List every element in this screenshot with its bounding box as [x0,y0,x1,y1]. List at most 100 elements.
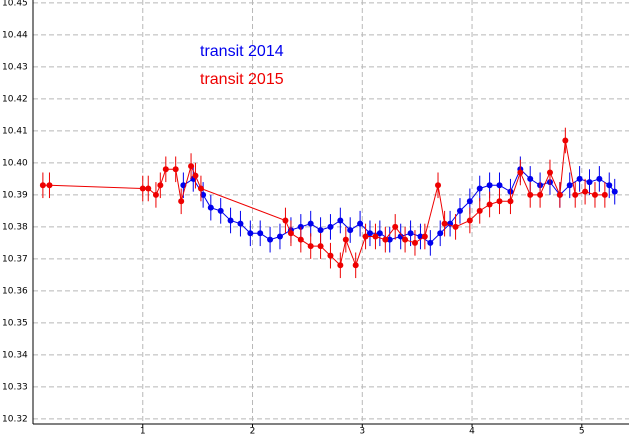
data-point [337,262,344,269]
data-point [537,191,544,198]
y-tick-label: 10.35 [2,318,28,328]
data-point [282,217,289,224]
data-point [237,220,244,227]
data-point [145,185,152,192]
x-tick-label: 5 [579,427,585,437]
data-point [527,175,534,182]
y-tick-label: 10.43 [2,62,28,72]
data-point [582,188,589,195]
data-point [476,207,483,214]
data-point [572,191,579,198]
y-tick-label: 10.34 [2,350,28,360]
data-point [556,191,563,198]
x-tick-label: 1 [140,427,146,437]
grid [33,0,629,424]
y-tick-label: 10.39 [2,190,28,200]
data-point [327,223,334,230]
y-tick-label: 10.42 [2,94,28,104]
data-point [606,182,613,189]
data-point [586,179,593,186]
data-point [200,191,207,198]
data-point [386,236,393,243]
data-point [591,191,598,198]
y-tick-label: 10.37 [2,254,28,264]
data-point [466,198,473,205]
data-point [382,236,389,243]
data-point [435,182,442,189]
data-point [376,230,383,237]
data-point [452,223,459,230]
data-point [366,230,373,237]
data-point [496,182,503,189]
data-point [407,230,414,237]
legend-entry: transit 2015 [200,71,284,88]
data-point [207,204,214,211]
data-point [562,137,569,144]
data-point [46,182,53,189]
data-point [611,188,618,195]
data-point [496,198,503,205]
data-point [188,163,195,170]
data-point [546,169,553,176]
data-point [566,182,573,189]
data-point [342,236,349,243]
data-point [357,220,364,227]
data-point [297,236,304,243]
data-point [178,198,185,205]
data-point [267,236,274,243]
y-tick-label: 10.36 [2,286,28,296]
data-point [402,236,409,243]
y-tick-label: 10.38 [2,222,28,232]
data-point [352,262,359,269]
data-point [172,166,179,173]
x-tick-label: 3 [359,427,365,437]
data-point [596,175,603,182]
data-point [257,230,264,237]
data-point [307,220,314,227]
data-point [466,217,473,224]
data-point [411,239,418,246]
data-point [437,230,444,237]
data-point [421,233,428,240]
series-line [42,140,605,267]
x-tick-label: 4 [469,427,475,437]
data-point [247,230,254,237]
data-point [456,207,463,214]
data-point [507,198,514,205]
data-point [337,217,344,224]
data-point [287,230,294,237]
data-point [197,185,204,192]
data-point [276,233,283,240]
data-point [317,243,324,250]
data-point [392,223,399,230]
data-point [576,175,583,182]
plot-area [39,127,618,279]
data-point [162,166,169,173]
y-tick-label: 10.45 [2,0,28,8]
y-tick-label: 10.32 [2,414,28,424]
data-point [372,233,379,240]
legend-entry: transit 2014 [200,43,284,60]
data-point [486,201,493,208]
x-tick-label: 2 [250,427,256,437]
data-point [39,182,46,189]
y-tick-label: 10.41 [2,126,28,136]
data-point [486,182,493,189]
data-point [427,239,434,246]
y-tick-label: 10.40 [2,158,28,168]
data-point [152,191,159,198]
data-point [397,233,404,240]
data-point [441,220,448,227]
data-point [347,227,354,234]
data-point [476,185,483,192]
data-point [192,172,199,179]
data-point [217,207,224,214]
data-point [139,185,146,192]
data-point [362,233,369,240]
y-tick-label: 10.44 [2,30,28,40]
data-point [601,191,608,198]
data-point [227,217,234,224]
data-point [327,252,334,259]
